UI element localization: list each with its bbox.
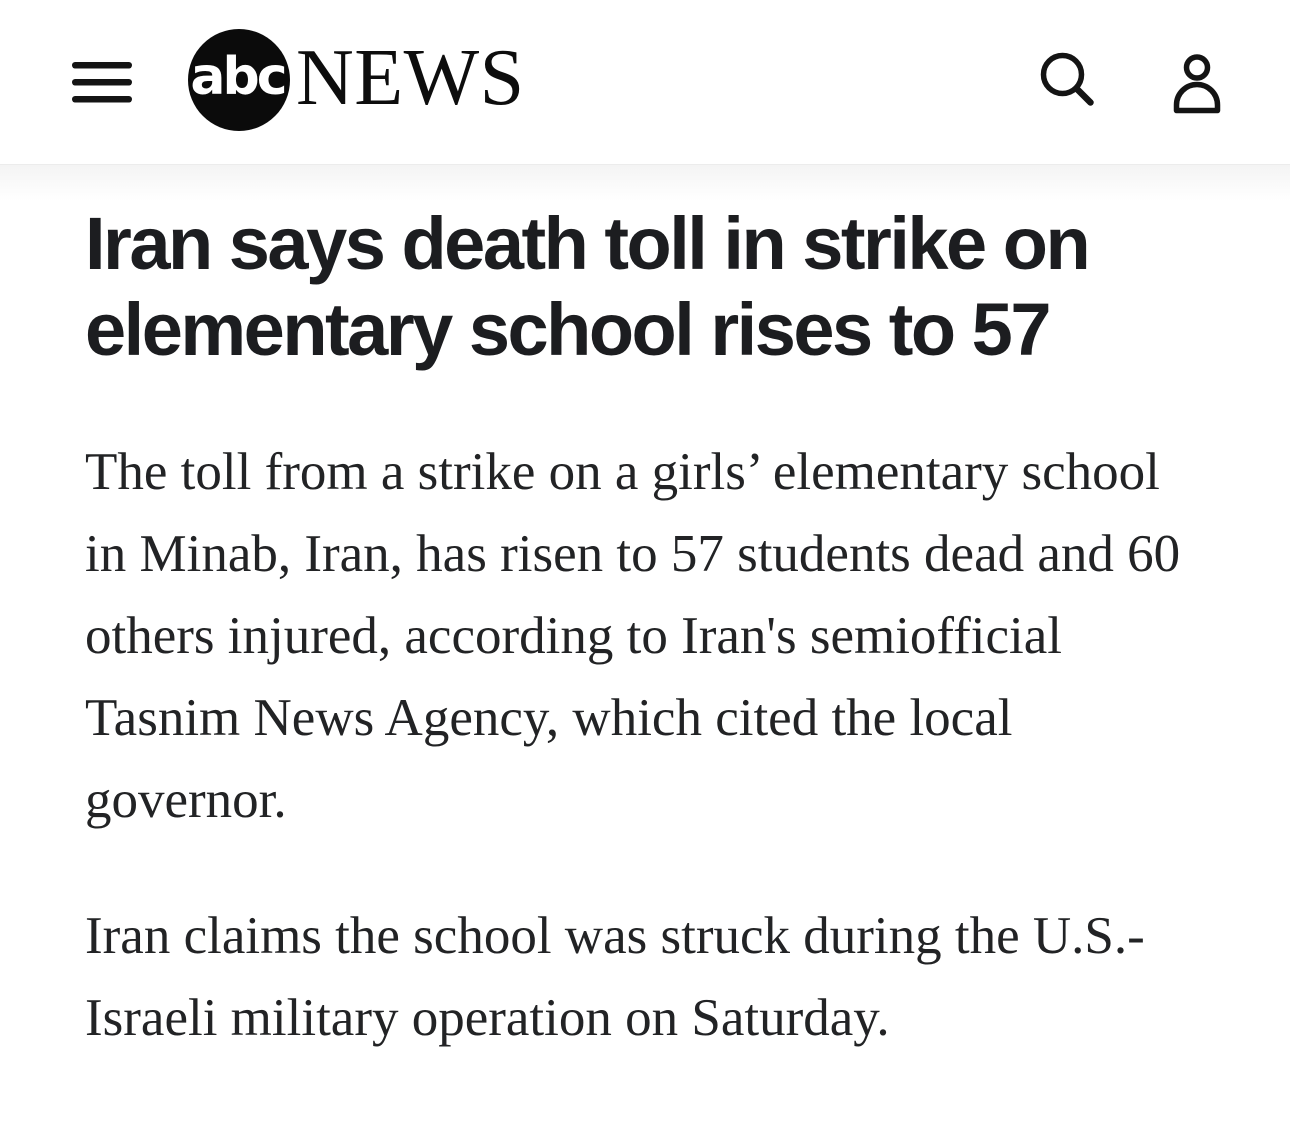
header-shadow-band [0, 164, 1290, 201]
search-button[interactable] [1038, 50, 1096, 108]
article-paragraph-2: Iran claims the school was struck during… [85, 907, 1145, 1047]
header: abc NEWS [0, 0, 1290, 164]
profile-button[interactable] [1171, 54, 1223, 114]
article-headline: Iran says death toll in strike on elemen… [85, 202, 1091, 371]
article-paragraph-1: The toll from a strike on a girls’ eleme… [85, 443, 1181, 829]
abc-logo-text: abc [190, 47, 287, 107]
hamburger-menu-icon [72, 62, 132, 103]
article-body: Iran says death toll in strike on elemen… [0, 201, 1290, 1059]
profile-icon [1173, 54, 1221, 114]
abc-logo-circle: abc [188, 29, 290, 131]
abc-news-logo[interactable]: abc NEWS [188, 29, 525, 131]
search-icon [1040, 52, 1094, 106]
menu-button[interactable] [72, 62, 132, 103]
news-wordmark: NEWS [296, 33, 525, 122]
